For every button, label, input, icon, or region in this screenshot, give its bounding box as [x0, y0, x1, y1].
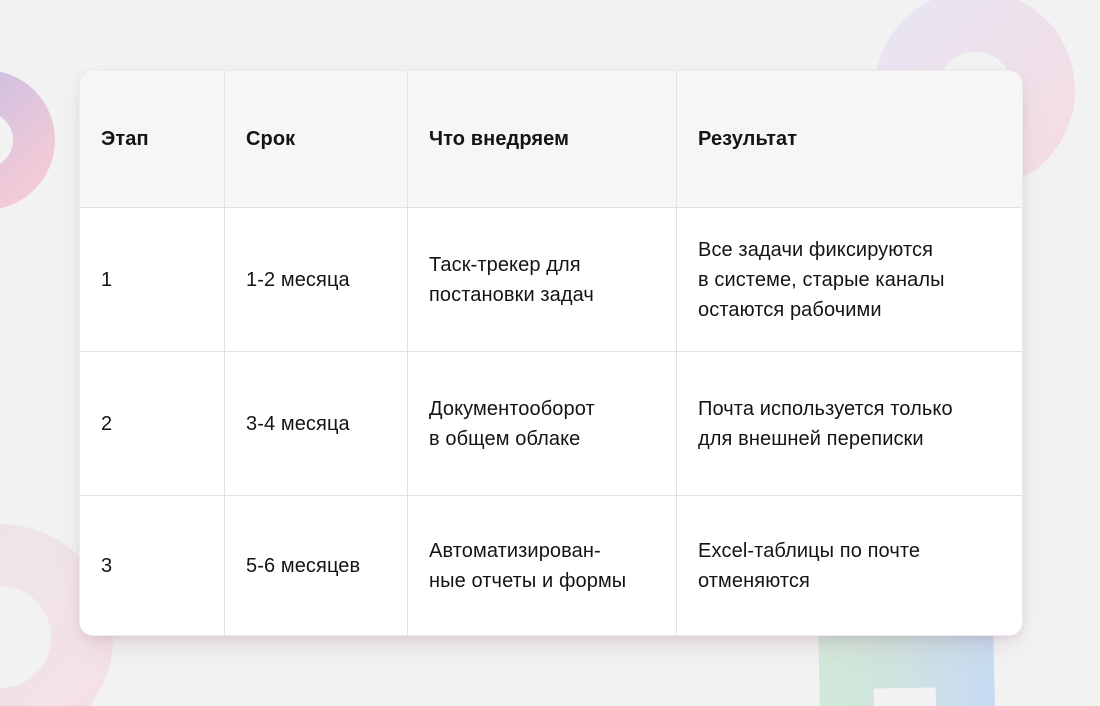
- row3-cell-result: Excel-таблицы по почте отменяются: [677, 496, 1022, 635]
- row1-cell-term: 1-2 месяца: [225, 208, 408, 352]
- row1-cell-implement: Таск-трекер для постановки задач: [408, 208, 677, 352]
- column-header-implement: Что внедряем: [408, 71, 677, 208]
- cell-text: 3: [101, 554, 113, 577]
- row2-cell-implement: Документооборот в общем облаке: [408, 352, 677, 496]
- table-card: Этап Срок Что внедряем Результат 1 1-2 м…: [79, 70, 1023, 636]
- cell-text: Excel-таблицы по почте отменяются: [698, 539, 921, 592]
- row2-cell-term: 3-4 месяца: [225, 352, 408, 496]
- cell-text: 3-4 месяца: [246, 412, 350, 435]
- row3-cell-implement: Автоматизирован- ные отчеты и формы: [408, 496, 677, 635]
- cell-text: Таск-трекер для постановки задач: [429, 253, 594, 306]
- cell-text: Почта используется только для внешней пе…: [698, 397, 953, 450]
- column-header-label: Что внедряем: [429, 128, 570, 150]
- row1-cell-result: Все задачи фиксируются в системе, старые…: [677, 208, 1022, 352]
- row2-cell-stage: 2: [80, 352, 225, 496]
- cell-text: Автоматизирован- ные отчеты и формы: [429, 539, 627, 592]
- row3-cell-stage: 3: [80, 496, 225, 635]
- cell-text: Документооборот в общем облаке: [429, 397, 595, 450]
- row1-cell-stage: 1: [80, 208, 225, 352]
- column-header-label: Срок: [246, 128, 296, 150]
- column-header-stage: Этап: [80, 71, 225, 208]
- row3-cell-term: 5-6 месяцев: [225, 496, 408, 635]
- column-header-label: Этап: [101, 128, 149, 150]
- column-header-result: Результат: [677, 71, 1022, 208]
- cell-text: 2: [101, 412, 113, 435]
- cell-text: 5-6 месяцев: [246, 554, 361, 577]
- column-header-term: Срок: [225, 71, 408, 208]
- decor-rect-hole: [873, 687, 937, 706]
- cell-text: 1-2 месяца: [246, 268, 350, 291]
- row2-cell-result: Почта используется только для внешней пе…: [677, 352, 1022, 496]
- cell-text: 1: [101, 268, 113, 291]
- implementation-table: Этап Срок Что внедряем Результат 1 1-2 м…: [80, 71, 1022, 635]
- column-header-label: Результат: [698, 128, 798, 150]
- cell-text: Все задачи фиксируются в системе, старые…: [698, 238, 945, 321]
